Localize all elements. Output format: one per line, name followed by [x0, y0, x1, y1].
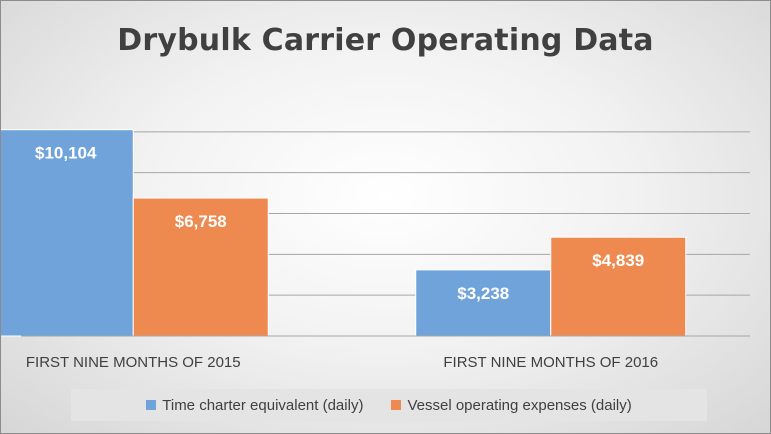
legend-item-tce: Time charter equivalent (daily) [146, 397, 363, 414]
chart-title: Drybulk Carrier Operating Data [117, 23, 654, 58]
bar-opex-2 [550, 236, 687, 337]
legend-swatch-opex [391, 400, 402, 410]
bar-tce-2 [415, 269, 552, 337]
data-label-tce-1: $10,104 [35, 144, 97, 163]
legend: Time charter equivalent (daily) Vessel o… [71, 389, 707, 421]
x-tick-label-2: FIRST NINE MONTHS OF 2016 [443, 354, 658, 371]
data-label-opex-1: $6,758 [175, 212, 227, 231]
data-label-tce-2: $3,238 [457, 284, 509, 303]
x-tick-label-1: FIRST NINE MONTHS OF 2015 [26, 354, 241, 371]
data-label-opex-2: $4,839 [592, 251, 644, 270]
bar-opex-1 [132, 197, 269, 337]
legend-label-opex: Vessel operating expenses (daily) [407, 396, 632, 414]
legend-label-tce: Time charter equivalent (daily) [162, 396, 364, 414]
legend-item-opex: Vessel operating expenses (daily) [391, 396, 632, 414]
legend-swatch-tce [146, 400, 157, 410]
